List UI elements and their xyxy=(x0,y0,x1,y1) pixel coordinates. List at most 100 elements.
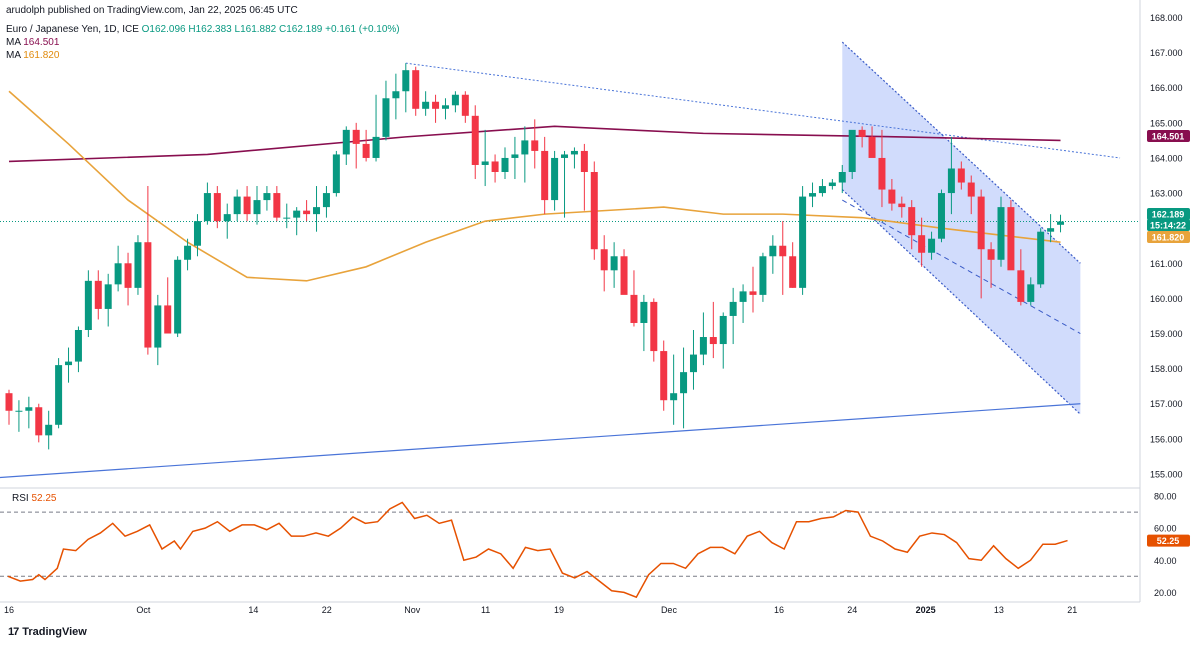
candle-body xyxy=(5,393,13,411)
date-tick-label: 14 xyxy=(248,605,258,615)
ma-long-value: 164.501 xyxy=(23,37,60,48)
candle-body xyxy=(878,157,886,190)
candle-body xyxy=(283,217,291,219)
price-tick-label: 158.000 xyxy=(1150,364,1183,374)
candle-body xyxy=(362,143,370,158)
rsi-tag xyxy=(1147,534,1190,547)
candle-body xyxy=(203,193,211,222)
price-tag-label: 15:14:22 xyxy=(1150,221,1186,231)
price-tag-label: 164.501 xyxy=(1152,132,1185,142)
candle-body xyxy=(660,351,668,401)
price-tag xyxy=(1147,130,1190,142)
rsi-tick-label: 40.00 xyxy=(1154,556,1177,566)
candle-body xyxy=(551,157,559,201)
candle-body xyxy=(977,196,985,250)
candle-body xyxy=(481,161,489,165)
candle-body xyxy=(1037,231,1045,285)
price-tick-label: 167.000 xyxy=(1150,48,1183,58)
rsi-line xyxy=(7,501,1068,599)
price-tick-label: 161.000 xyxy=(1150,259,1183,269)
rsi-tag-label: 52.25 xyxy=(1157,536,1180,546)
channel-fill xyxy=(842,42,1081,415)
candle-body xyxy=(144,242,152,348)
candle-body xyxy=(233,196,241,215)
candle-body xyxy=(114,263,122,285)
candle-body xyxy=(918,235,926,253)
candle-body xyxy=(749,291,757,295)
candle-body xyxy=(759,256,767,295)
rsi-label: RSI xyxy=(12,493,29,504)
candle-body xyxy=(392,91,400,99)
candle-body xyxy=(937,193,945,239)
candle-body xyxy=(620,256,628,295)
tradingview-footer[interactable]: 17 TradingView xyxy=(8,626,87,638)
candle-body xyxy=(709,337,717,345)
date-tick-label: 21 xyxy=(1067,605,1077,615)
candle-body xyxy=(689,354,697,373)
candle-body xyxy=(928,238,936,253)
candle-body xyxy=(342,129,350,155)
candle-body xyxy=(382,98,390,137)
candle-body xyxy=(590,172,598,250)
candle-body xyxy=(828,182,836,187)
candle-body xyxy=(1027,284,1035,302)
ma-short-label: MA xyxy=(6,50,21,61)
channel-midline xyxy=(842,199,1081,334)
candle-body xyxy=(858,129,866,137)
candle-body xyxy=(273,193,281,218)
price-tick-label: 168.000 xyxy=(1150,13,1183,23)
candle-body xyxy=(610,256,618,271)
price-tick-label: 165.000 xyxy=(1150,118,1183,128)
candle-body xyxy=(809,193,817,197)
candle-body xyxy=(1047,228,1055,232)
candle-body xyxy=(719,315,727,345)
candle-body xyxy=(967,182,975,197)
candle-body xyxy=(670,393,678,401)
candle-body xyxy=(491,161,499,172)
candle-body xyxy=(174,259,182,334)
candle-body xyxy=(789,256,797,288)
symbol-legend[interactable]: Euro / Japanese Yen, 1D, ICE O162.096 H1… xyxy=(6,23,400,36)
candle-body xyxy=(680,372,688,394)
date-tick-label: 2025 xyxy=(916,605,936,615)
channel-edge xyxy=(841,189,1081,415)
ma-long-line xyxy=(8,125,1061,163)
candle-body xyxy=(908,207,916,236)
date-tick-label: 13 xyxy=(994,605,1004,615)
candle-body xyxy=(650,301,658,352)
ma-short-line xyxy=(8,90,1061,282)
lower-trendline xyxy=(0,403,1081,479)
candle-body xyxy=(213,193,221,222)
candle-body xyxy=(184,245,192,260)
candle-body xyxy=(322,193,330,208)
candle-body xyxy=(352,129,360,144)
publisher-line: arudolph published on TradingView.com, J… xyxy=(6,5,298,16)
price-tick-label: 166.000 xyxy=(1150,83,1183,93)
date-tick-label: 11 xyxy=(481,605,490,615)
ohlc-values: O162.096 H162.383 L161.882 C162.189 +0.1… xyxy=(141,24,400,35)
date-tick-label: 24 xyxy=(847,605,857,615)
price-tick-label: 155.000 xyxy=(1150,469,1183,479)
candle-body xyxy=(1057,221,1065,225)
ma-long-legend[interactable]: MA 164.501 xyxy=(6,36,59,49)
price-tag-label: 162.189 xyxy=(1152,210,1185,220)
date-tick-label: 16 xyxy=(4,605,14,615)
candle-body xyxy=(332,154,340,194)
candle-body xyxy=(104,284,112,309)
ma-short-legend[interactable]: MA 161.820 xyxy=(6,49,59,62)
candle-body xyxy=(94,280,102,309)
date-tick-label: 22 xyxy=(322,605,332,615)
rsi-legend[interactable]: RSI 52.25 xyxy=(12,493,56,504)
date-tick-label: Nov xyxy=(404,605,421,615)
price-tick-label: 157.000 xyxy=(1150,399,1183,409)
candle-body xyxy=(511,154,519,158)
ma-long-label: MA xyxy=(6,37,21,48)
candle-body xyxy=(987,249,995,260)
candle-body xyxy=(253,200,261,215)
candle-body xyxy=(471,115,479,165)
candle-body xyxy=(769,245,777,257)
candle-body xyxy=(134,242,142,288)
tradingview-brand: TradingView xyxy=(22,626,87,638)
